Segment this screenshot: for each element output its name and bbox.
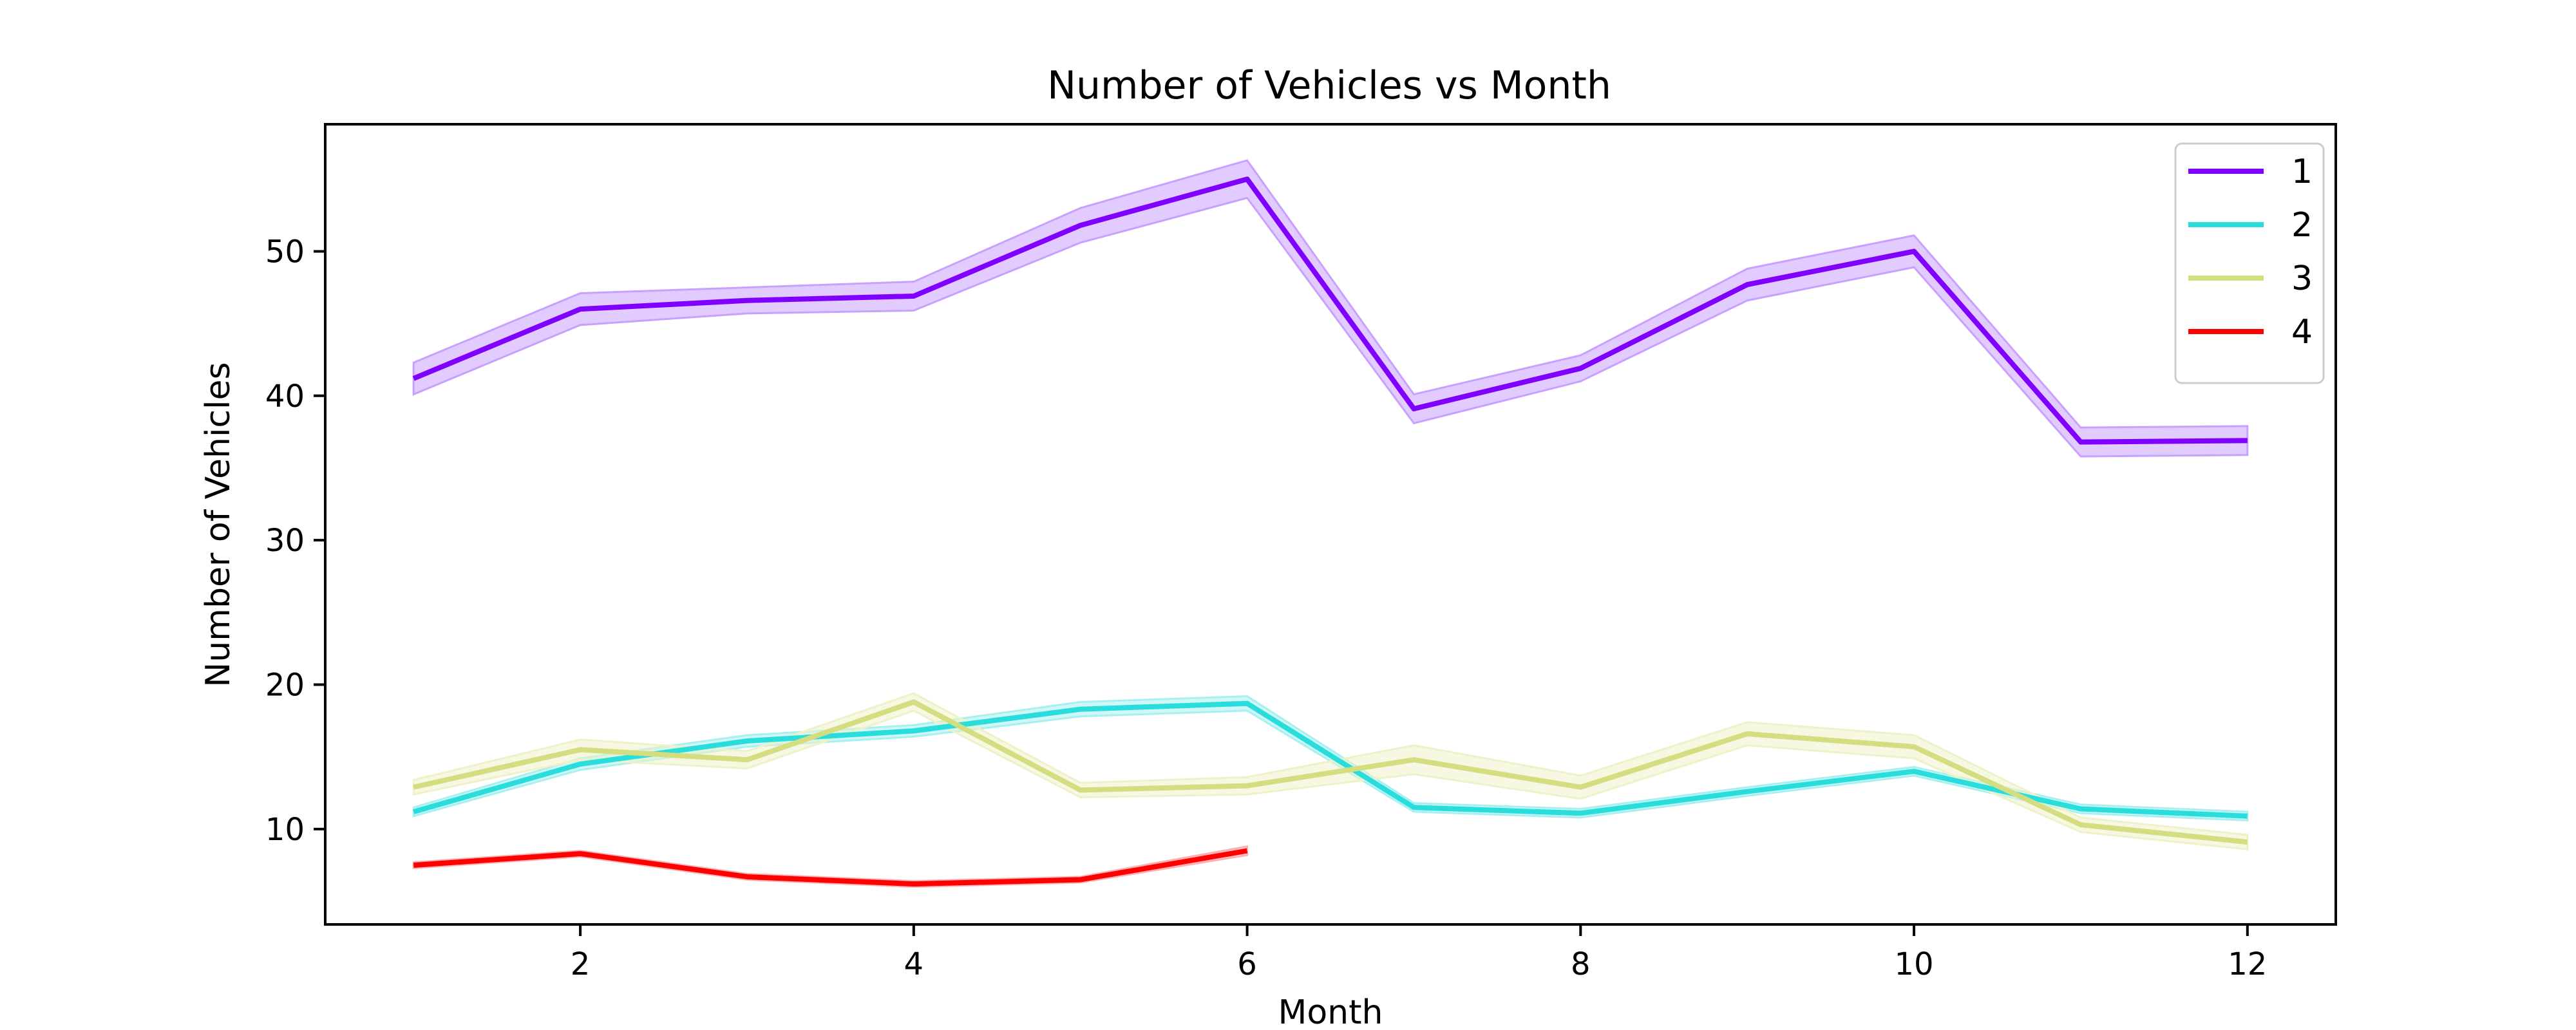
series-1-confidence-band <box>412 159 2249 458</box>
legend-label-4: 4 <box>2291 313 2313 351</box>
legend-label-1: 1 <box>2291 153 2313 191</box>
x-axis-label: Month <box>1278 993 1383 1030</box>
series-4-confidence-band <box>412 845 1249 888</box>
x-tick-label: 6 <box>1237 946 1257 982</box>
plot-area-frame <box>324 123 2337 926</box>
x-axis: 2 4 6 8 10 12 <box>571 924 2267 982</box>
legend-box <box>2174 142 2325 384</box>
x-tick-label: 4 <box>904 946 924 982</box>
chart-title: Number of Vehicles vs Month <box>1047 63 1611 108</box>
x-tick-label: 8 <box>1571 946 1591 982</box>
y-tick-label: 10 <box>265 812 305 848</box>
legend-label-3: 3 <box>2291 259 2313 298</box>
y-tick-label: 30 <box>265 523 305 559</box>
series-3-line <box>413 699 2248 845</box>
series-2-line <box>413 700 2248 819</box>
y-axis-label: Number of Vehicles <box>199 362 238 687</box>
series-4-line <box>413 848 1248 887</box>
legend: 1 2 3 4 <box>2174 142 2325 384</box>
x-tick-label: 12 <box>2228 946 2267 982</box>
y-axis: 10 20 30 40 50 <box>265 234 325 848</box>
legend-label-2: 2 <box>2291 206 2313 245</box>
x-tick-label: 10 <box>1895 946 1934 982</box>
y-tick-label: 50 <box>265 234 305 270</box>
series-lines <box>412 176 2248 887</box>
y-tick-label: 40 <box>265 379 305 415</box>
y-tick-label: 20 <box>265 668 305 704</box>
series-1-line <box>412 176 2248 445</box>
x-tick-label: 2 <box>571 946 591 982</box>
